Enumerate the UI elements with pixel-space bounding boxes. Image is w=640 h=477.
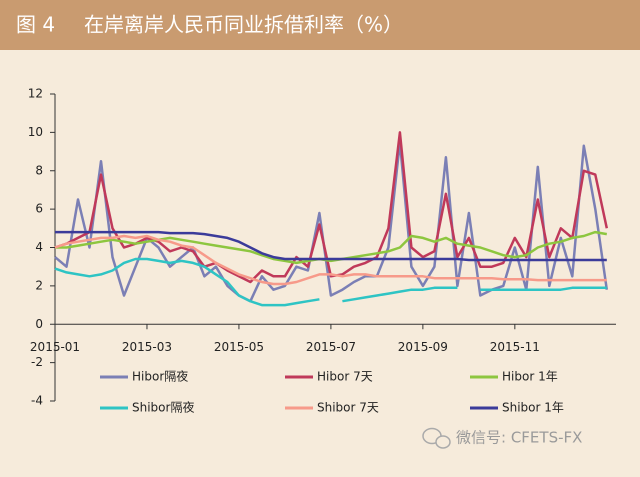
y-tick-label: 8 xyxy=(35,163,43,177)
series-line xyxy=(54,257,607,307)
y-tick-label: -4 xyxy=(31,394,43,408)
chart-title: 在岸离岸人民币同业拆借利率（%） xyxy=(84,13,403,37)
x-tick-label: 2015-01 xyxy=(30,340,80,354)
y-tick-label: 10 xyxy=(28,125,43,139)
series-line xyxy=(55,230,607,262)
legend-label: Shibor隔夜 xyxy=(132,400,194,415)
x-tick-label: 2015-07 xyxy=(306,340,356,354)
x-tick-label: 2015-03 xyxy=(122,340,172,354)
wechat-icon xyxy=(422,427,451,449)
y-tick-label: 2 xyxy=(35,278,43,292)
y-tick-label: -2 xyxy=(31,355,43,369)
series-line xyxy=(55,230,608,265)
x-tick-label: 2015-11 xyxy=(490,340,540,354)
series-line xyxy=(54,131,609,284)
y-tick-label: 12 xyxy=(28,87,43,101)
figure-label: 图 4 xyxy=(16,13,55,37)
legend-label: Hibor隔夜 xyxy=(132,369,188,384)
series-line xyxy=(54,234,607,286)
watermark: 微信号: CFETS-FX xyxy=(456,429,582,447)
y-tick-label: 4 xyxy=(35,240,43,254)
x-tick-label: 2015-09 xyxy=(398,340,448,354)
legend-label: Shibor 1年 xyxy=(502,401,564,415)
x-tick-label: 2015-05 xyxy=(214,340,264,354)
legend-label: Hibor 1年 xyxy=(502,370,558,384)
legend-label: Shibor 7天 xyxy=(317,401,379,415)
y-tick-label: 6 xyxy=(35,202,43,216)
header-bar xyxy=(0,0,640,50)
y-tick-label: 0 xyxy=(35,317,43,331)
legend-label: Hibor 7天 xyxy=(317,370,373,384)
